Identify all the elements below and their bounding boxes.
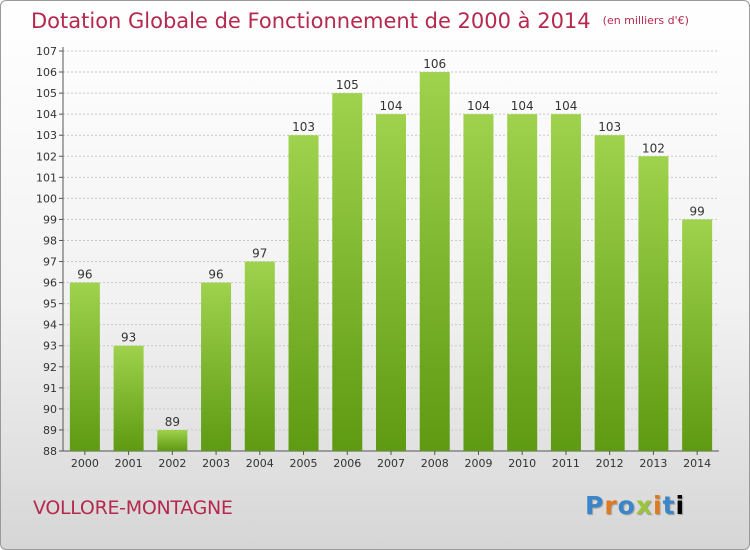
chart-title-text: Dotation Globale de Fonctionnement de 20…: [31, 9, 591, 33]
chart-unit: (en milliers d'€): [602, 14, 689, 27]
x-tick-label: 2012: [596, 457, 624, 470]
y-tick-label: 94: [43, 319, 57, 332]
value-label-2002: 89: [165, 415, 180, 429]
value-label-2008: 106: [423, 57, 446, 71]
commune-name: VOLLORE-MONTAGNE: [33, 497, 233, 519]
y-tick-label: 106: [36, 66, 57, 79]
y-tick-label: 90: [43, 403, 57, 416]
y-tick-label: 100: [36, 192, 57, 205]
value-label-2001: 93: [121, 331, 136, 345]
bar-2009: [463, 114, 494, 451]
value-label-2007: 104: [380, 99, 403, 113]
chart-title: Dotation Globale de Fonctionnement de 20…: [31, 9, 689, 33]
value-label-2004: 97: [252, 247, 267, 261]
value-label-2006: 105: [336, 78, 359, 92]
value-label-2005: 103: [292, 120, 315, 134]
bar-2011: [550, 114, 581, 451]
bar-2012: [594, 135, 625, 452]
y-tick-label: 88: [43, 445, 57, 458]
bar-2013: [638, 156, 669, 451]
bar-2005: [288, 135, 319, 452]
y-tick-label: 101: [36, 171, 57, 184]
y-tick-label: 104: [36, 108, 57, 121]
bar-2006: [332, 93, 363, 452]
x-tick-label: 2004: [246, 457, 274, 470]
bar-2003: [201, 282, 232, 451]
bar-2014: [682, 219, 713, 451]
x-tick-label: 2002: [158, 457, 186, 470]
bar-2001: [113, 345, 144, 451]
bar-2002: [157, 429, 188, 451]
y-tick-label: 98: [43, 234, 57, 247]
x-tick-label: 2005: [290, 457, 318, 470]
tick-labels: 88 89 90 91 92 93 94 95 96 97 98 99 100 101 102 103 104 1…: [36, 45, 711, 470]
value-label-2014: 99: [689, 204, 704, 218]
value-label-2003: 96: [208, 268, 223, 282]
proxiti-logo[interactable]: Proxiti: [585, 491, 686, 520]
x-tick-label: 2000: [71, 457, 99, 470]
x-tick-label: 2014: [683, 457, 711, 470]
bar-2010: [507, 114, 538, 451]
value-labels: 96 93 89 96 97 103 105 104 106 104 104 104 103 102 99: [77, 57, 705, 429]
bar-2004: [244, 261, 275, 451]
value-label-2009: 104: [467, 99, 490, 113]
bar-2008: [419, 72, 450, 451]
y-tick-label: 93: [43, 340, 57, 353]
y-tick-label: 89: [43, 424, 57, 437]
value-label-2000: 96: [77, 268, 92, 282]
y-tick-label: 103: [36, 129, 57, 142]
x-tick-label: 2011: [552, 457, 580, 470]
x-tick-label: 2008: [421, 457, 449, 470]
y-tick-label: 102: [36, 150, 57, 163]
x-tick-label: 2009: [464, 457, 492, 470]
y-tick-label: 105: [36, 87, 57, 100]
y-tick-label: 92: [43, 361, 57, 374]
bars: [69, 72, 713, 452]
value-label-2013: 102: [642, 141, 665, 155]
y-tick-label: 99: [43, 213, 57, 226]
x-tick-label: 2007: [377, 457, 405, 470]
y-tick-label: 95: [43, 298, 57, 311]
x-tick-label: 2013: [639, 457, 667, 470]
bar-2000: [69, 282, 100, 451]
y-tick-label: 91: [43, 382, 57, 395]
y-tick-label: 96: [43, 277, 57, 290]
y-tick-label: 107: [36, 45, 57, 58]
y-tick-label: 97: [43, 256, 57, 269]
value-label-2012: 103: [598, 120, 621, 134]
x-tick-label: 2001: [115, 457, 143, 470]
x-tick-label: 2010: [508, 457, 536, 470]
value-label-2011: 104: [554, 99, 577, 113]
x-tick-label: 2006: [333, 457, 361, 470]
bar-2007: [376, 114, 406, 451]
x-tick-label: 2003: [202, 457, 230, 470]
value-label-2010: 104: [511, 99, 534, 113]
